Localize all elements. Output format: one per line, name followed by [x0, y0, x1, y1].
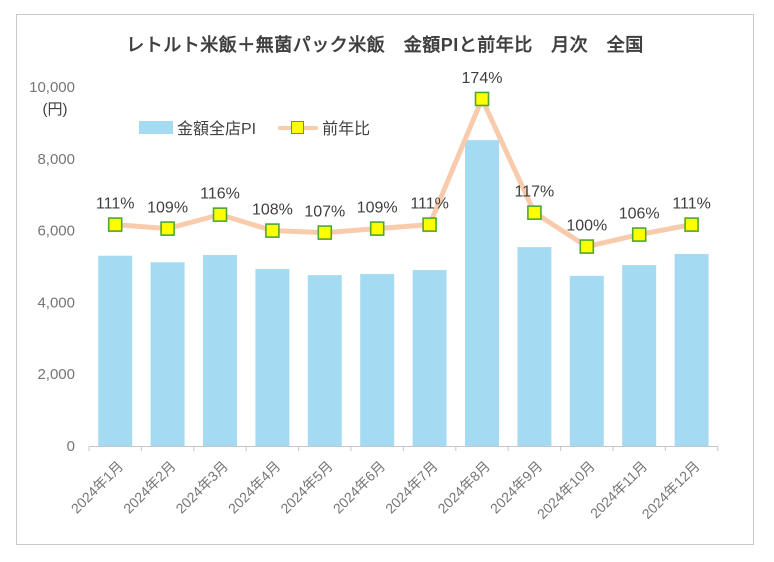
y-axis-label: 6,000	[37, 223, 75, 240]
legend-item-bar-series: 金額全店PI	[139, 115, 256, 139]
data-label: 106%	[619, 206, 660, 223]
data-label: 116%	[200, 186, 240, 203]
legend: 金額全店PI 前年比	[139, 115, 370, 139]
line-series-path	[112, 96, 695, 250]
bar-2024年9月	[517, 247, 552, 446]
data-label: 111%	[96, 196, 135, 213]
x-axis-label: 2024年6月	[330, 458, 389, 517]
y-axis-label: 2,000	[37, 366, 75, 383]
line-marker-icon	[212, 207, 228, 222]
bar-2024年2月	[150, 262, 185, 446]
line-marker-icon	[369, 221, 385, 236]
y-axis-label: 8,000	[37, 151, 75, 168]
line-swatch-marker-icon	[291, 120, 305, 134]
bar-series-label: 金額全店PI	[177, 121, 257, 138]
data-label: 117%	[515, 184, 555, 201]
line-marker-icon	[527, 205, 542, 220]
bar-2024年12月	[674, 253, 709, 446]
y-axis-unit-label: (円)	[43, 101, 68, 118]
x-axis-label: 2024年1月	[68, 458, 127, 517]
y-axis-label: 4,000	[37, 294, 75, 311]
x-axis-label: 2024年3月	[172, 458, 231, 517]
legend-item-line-series: 前年比	[278, 115, 370, 139]
data-label: 111%	[410, 196, 449, 213]
bar-2024年6月	[360, 274, 395, 446]
x-axis-label: 2024年2月	[120, 458, 179, 517]
data-label: 107%	[304, 204, 345, 221]
line-marker-icon	[265, 223, 280, 238]
bar-2024年7月	[412, 270, 447, 446]
line-marker-icon	[107, 217, 123, 232]
line-marker-icon	[422, 217, 437, 232]
bar-2024年1月	[98, 255, 133, 446]
bar-2024年4月	[255, 269, 290, 446]
bar-2024年11月	[622, 265, 657, 446]
bar-2024年3月	[203, 255, 237, 446]
line-marker-icon	[579, 239, 595, 254]
chart-frame: レトルト米飯＋無菌パック米飯 金額PIと前年比 月次 全国 金額全店PI 前年比…	[16, 14, 754, 545]
data-label: 111%	[672, 196, 711, 213]
bar-2024年5月	[307, 275, 342, 446]
x-axis-label: 2024年4月	[225, 458, 284, 517]
data-label: 174%	[462, 70, 503, 87]
line-series-label: 前年比	[322, 121, 371, 138]
line-marker-icon	[684, 217, 699, 232]
data-label: 109%	[147, 200, 188, 217]
line-marker-icon	[317, 225, 333, 240]
x-axis-label: 2024年8月	[434, 458, 493, 517]
bar-series-swatch	[139, 120, 173, 134]
plot-area: 02,0004,0006,0008,00010,000(円)2024年1月202…	[29, 70, 719, 522]
line-series-swatch	[278, 120, 319, 134]
data-label: 109%	[357, 200, 398, 217]
x-axis-label: 2024年5月	[277, 458, 336, 517]
x-axis-label: 2024年7月	[382, 458, 441, 517]
chart-title: レトルト米飯＋無菌パック米飯 金額PIと前年比 月次 全国	[126, 35, 644, 55]
bar-2024年10月	[569, 275, 604, 446]
line-marker-icon	[631, 227, 647, 242]
y-axis-label: 10,000	[29, 79, 75, 96]
data-label: 108%	[252, 202, 293, 219]
data-label: 100%	[566, 218, 607, 235]
y-axis-label: 0	[67, 438, 75, 455]
bar-2024年8月	[465, 140, 499, 446]
line-marker-icon	[160, 221, 175, 236]
line-marker-icon	[474, 91, 490, 107]
